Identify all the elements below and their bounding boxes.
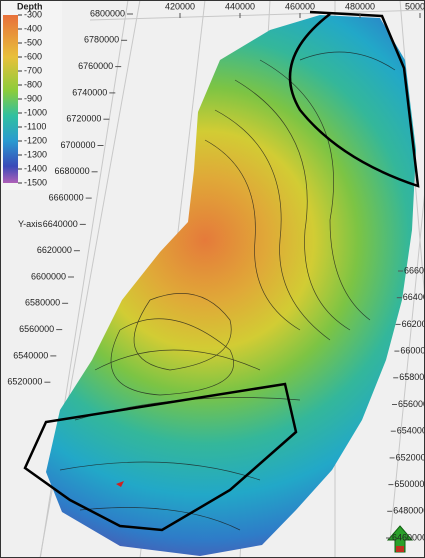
left-tick-label: 6660000 [49,192,84,202]
right-tick-label: 6660000 [404,265,425,275]
left-tick-label: 6560000 [19,324,54,334]
top-tick-label: 480000 [345,1,375,11]
left-tick-label: 6760000 [78,61,113,71]
left-tick-label: 6700000 [60,140,95,150]
right-tick-label: 6620000 [402,319,425,329]
legend-tick-label: -900 [24,93,42,103]
left-tick-label: 6620000 [37,245,72,255]
legend-tick-label: -1200 [24,135,47,145]
legend-title: Depth [17,1,43,11]
legend-tick-label: -1100 [24,121,46,131]
right-tick-label: 6540000 [397,426,425,436]
left-tick-label: 6720000 [66,114,101,124]
top-tick-label: 500000 [405,1,425,11]
left-tick-label: 6780000 [84,35,119,45]
left-tick-label: 6740000 [72,87,107,97]
right-tick-label: 6560000 [398,399,425,409]
legend-tick-label: -400 [24,23,42,33]
y-axis-label: Y-axis [18,219,43,229]
legend-tick-label: -1500 [24,177,47,187]
legend-tick-label: -1300 [24,149,47,159]
top-tick-label: 440000 [225,1,255,11]
legend-tick-label: -800 [24,79,42,89]
right-tick-label: 6520000 [396,452,425,462]
left-tick-label: 6800000 [90,8,125,18]
left-tick-label: 6540000 [13,350,48,360]
depth-surface [46,15,416,556]
legend-tick-label: -300 [24,9,42,19]
top-tick-label: 420000 [165,1,195,11]
marker [116,481,124,487]
legend-tick-label: -500 [24,37,42,47]
legend-tick-label: -1400 [24,163,47,173]
left-tick-label: 6580000 [25,298,60,308]
left-tick-label: 6600000 [31,271,66,281]
right-tick-label: 6480000 [393,506,425,516]
legend-tick-label: -1000 [24,107,47,117]
right-tick-label: 6500000 [394,479,425,489]
left-tick-label: 6680000 [55,166,90,176]
right-tick-label: 6580000 [399,372,425,382]
right-tick-label: 6600000 [400,345,425,355]
right-tick-label: 6640000 [403,292,425,302]
left-tick-label: 6520000 [7,377,42,387]
legend-tick-label: -700 [24,65,42,75]
colorbar [3,15,18,183]
orientation-arrow [386,525,414,553]
legend-tick-label: -600 [24,51,42,61]
right-tick-label: 6460000 [392,532,425,542]
left-tick-label: 6640000 [43,219,78,229]
boundaries [23,10,420,532]
top-tick-label: 460000 [285,1,315,11]
